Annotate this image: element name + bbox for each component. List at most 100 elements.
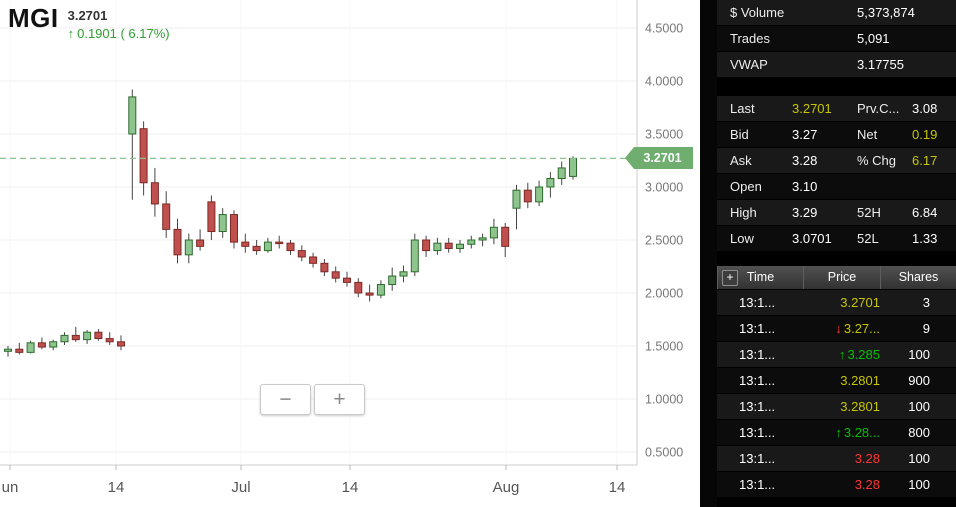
svg-text:un: un bbox=[2, 479, 19, 496]
trade-price: ↓ 3.27... bbox=[835, 321, 880, 336]
quote-value: 3.27 bbox=[792, 127, 818, 142]
quote-value: 3.29 bbox=[792, 205, 818, 220]
zoom-in-button[interactable]: + bbox=[314, 384, 365, 415]
tape-rows: 13:1... 3.2701 3 13:1... ↓ 3.27... 9 13:1... ↑ 3.… bbox=[717, 290, 956, 498]
quote-value: 3.17755 bbox=[857, 57, 904, 72]
tape-header-price[interactable]: Price bbox=[803, 266, 880, 289]
trade-time: 13:1... bbox=[739, 295, 776, 310]
tape-row: 13:1... ↓ 3.27... 9 bbox=[717, 316, 956, 342]
trade-shares: 100 bbox=[908, 477, 930, 492]
quote-label: Low bbox=[730, 231, 754, 246]
trade-time: 13:1... bbox=[739, 425, 776, 440]
quote-label: VWAP bbox=[730, 57, 768, 72]
tape-row: 13:1... 3.2801 100 bbox=[717, 394, 956, 420]
svg-text:2.0000: 2.0000 bbox=[645, 287, 683, 301]
svg-text:14: 14 bbox=[108, 479, 125, 496]
tape-row: 13:1... ↑ 3.28... 800 bbox=[717, 420, 956, 446]
time-and-sales: + Time Price Shares 13:1... 3.2701 3 13:1..… bbox=[717, 266, 956, 498]
quote-summary-row: $ Volume 5,373,874 bbox=[717, 0, 956, 26]
quote-summary-row: Trades 5,091 bbox=[717, 26, 956, 52]
trade-price: ↑ 3.285 bbox=[838, 347, 880, 362]
svg-text:4.5000: 4.5000 bbox=[645, 22, 683, 36]
trade-shares: 100 bbox=[908, 451, 930, 466]
trade-time: 13:1... bbox=[739, 399, 776, 414]
quote-value: 5,091 bbox=[857, 31, 890, 46]
last-price-axis-tag: 3.2701 bbox=[625, 147, 693, 169]
candlestick-chart[interactable]: 4.5000 4.0000 3.5000 3.0000 2.5000 2.0000 1.50… bbox=[0, 0, 700, 507]
trade-shares: 800 bbox=[908, 425, 930, 440]
trade-price: 3.28 bbox=[854, 477, 880, 492]
quote-label: Ask bbox=[730, 153, 752, 168]
quote-details: Last 3.2701 Prv.C... 3.08 Bid 3.27 Net 0.19 Ask 3… bbox=[717, 96, 956, 252]
svg-text:4.0000: 4.0000 bbox=[645, 75, 683, 89]
quote-label: Trades bbox=[730, 31, 770, 46]
quote-panel: $ Volume 5,373,874 Trades 5,091 VWAP 3.17755 … bbox=[717, 0, 956, 507]
quote-detail-row: Bid 3.27 Net 0.19 bbox=[717, 122, 956, 148]
chart-change-value: 0.1901 ( 6.17%) bbox=[77, 26, 170, 41]
svg-text:3.5000: 3.5000 bbox=[645, 128, 683, 142]
quote-detail-row: Ask 3.28 % Chg 6.17 bbox=[717, 148, 956, 174]
quote-value: 5,373,874 bbox=[857, 5, 915, 20]
quote-label: Open bbox=[730, 179, 762, 194]
add-column-button[interactable]: + bbox=[722, 270, 738, 286]
quote-summary: $ Volume 5,373,874 Trades 5,091 VWAP 3.17755 bbox=[717, 0, 956, 78]
svg-text:3.0000: 3.0000 bbox=[645, 181, 683, 195]
svg-text:14: 14 bbox=[609, 479, 626, 496]
trade-price: 3.28 bbox=[854, 451, 880, 466]
trade-price: 3.2801 bbox=[840, 399, 880, 414]
quote-detail-row: Open 3.10 bbox=[717, 174, 956, 200]
chart-last-price: 3.2701 bbox=[67, 8, 108, 23]
trade-price: ↑ 3.28... bbox=[835, 425, 880, 440]
quote-label: Net bbox=[857, 127, 878, 142]
trade-time: 13:1... bbox=[739, 347, 776, 362]
trade-time: 13:1... bbox=[739, 477, 776, 492]
down-arrow-icon: ↓ bbox=[835, 321, 842, 336]
svg-text:1.5000: 1.5000 bbox=[645, 340, 683, 354]
quote-detail-row: Low 3.0701 52L 1.33 bbox=[717, 226, 956, 252]
quote-value: 0.19 bbox=[912, 127, 938, 142]
up-arrow-icon: ↑ bbox=[835, 425, 842, 440]
zoom-out-button[interactable]: − bbox=[260, 384, 311, 415]
quote-summary-row: VWAP 3.17755 bbox=[717, 52, 956, 78]
trade-time: 13:1... bbox=[739, 321, 776, 336]
quote-value: 6.84 bbox=[912, 205, 938, 220]
quote-value: 1.33 bbox=[912, 231, 938, 246]
zoom-controls: − + bbox=[260, 384, 365, 415]
quote-value: 3.08 bbox=[912, 101, 938, 116]
trade-shares: 100 bbox=[908, 347, 930, 362]
trade-time: 13:1... bbox=[739, 373, 776, 388]
tape-row: 13:1... 3.28 100 bbox=[717, 472, 956, 498]
tape-row: 13:1... 3.2801 900 bbox=[717, 368, 956, 394]
trade-shares: 9 bbox=[922, 321, 930, 336]
quote-value: 3.2701 bbox=[792, 101, 832, 116]
trade-price: 3.2801 bbox=[840, 373, 880, 388]
trade-shares: 100 bbox=[908, 399, 930, 414]
quote-detail-row: Last 3.2701 Prv.C... 3.08 bbox=[717, 96, 956, 122]
chart-change: ↑ 0.1901 ( 6.17%) bbox=[68, 26, 170, 41]
quote-value: 3.28 bbox=[792, 153, 818, 168]
chart-pane: 4.5000 4.0000 3.5000 3.0000 2.5000 2.0000 1.50… bbox=[0, 0, 700, 507]
svg-text:1.0000: 1.0000 bbox=[645, 393, 683, 407]
tape-row: 13:1... 3.2701 3 bbox=[717, 290, 956, 316]
quote-label: 52H bbox=[857, 205, 881, 220]
svg-text:Aug: Aug bbox=[493, 479, 520, 496]
quote-value: 3.0701 bbox=[792, 231, 832, 246]
quote-label: Last bbox=[730, 101, 755, 116]
tape-header: + Time Price Shares bbox=[717, 266, 956, 290]
quote-label: 52L bbox=[857, 231, 879, 246]
up-arrow-icon: ↑ bbox=[838, 347, 846, 362]
quote-label: Bid bbox=[730, 127, 749, 142]
tape-header-shares[interactable]: Shares bbox=[880, 266, 956, 289]
svg-text:2.5000: 2.5000 bbox=[645, 234, 683, 248]
up-arrow-icon: ↑ bbox=[67, 26, 75, 41]
tape-header-time[interactable]: Time bbox=[717, 266, 803, 289]
quote-label: % Chg bbox=[857, 153, 897, 168]
trade-time: 13:1... bbox=[739, 451, 776, 466]
quote-label: $ Volume bbox=[730, 5, 785, 20]
quote-value: 3.10 bbox=[792, 179, 818, 194]
chart-header: MGI 3.2701 ↑ 0.1901 ( 6.17%) bbox=[8, 5, 170, 41]
trade-shares: 3 bbox=[922, 295, 930, 310]
quote-label: High bbox=[730, 205, 757, 220]
tape-row: 13:1... 3.28 100 bbox=[717, 446, 956, 472]
